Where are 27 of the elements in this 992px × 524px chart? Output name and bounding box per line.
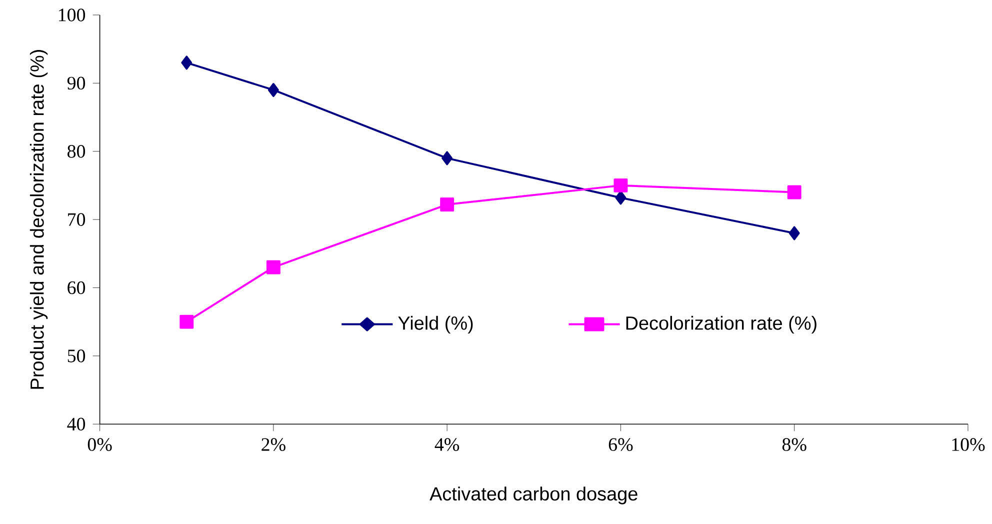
x-tick-label: 0% xyxy=(88,438,112,452)
point xyxy=(266,260,280,274)
point xyxy=(181,56,192,70)
y-axis-title: Product yield and decolorization rate (%) xyxy=(30,50,48,389)
point xyxy=(788,226,800,240)
x-axis-title: Activated carbon dosage xyxy=(430,486,638,504)
y-tick-label: 100 xyxy=(58,8,86,22)
legend-label: Yield (%) xyxy=(398,316,473,334)
x-tick-label: 10% xyxy=(952,438,985,452)
point xyxy=(787,185,802,200)
point xyxy=(180,314,194,329)
y-tick-label: 60 xyxy=(68,281,86,294)
x-tick-label: 2% xyxy=(262,438,286,452)
x-tick-label: 4% xyxy=(434,438,460,452)
point xyxy=(440,198,454,212)
y-tick-label: 40 xyxy=(67,418,86,431)
point xyxy=(614,178,628,192)
legend-label: Decolorization rate (%) xyxy=(626,316,816,334)
y-tick-label: 90 xyxy=(67,76,86,90)
point xyxy=(268,83,279,98)
y-tick-label: 70 xyxy=(68,213,86,226)
x-tick-label: 8% xyxy=(782,438,806,452)
y-tick-label: 50 xyxy=(68,350,86,362)
point xyxy=(442,151,453,166)
x-tick-label: 6% xyxy=(608,438,633,452)
point xyxy=(615,190,626,205)
y-tick-label: 80 xyxy=(68,144,86,158)
